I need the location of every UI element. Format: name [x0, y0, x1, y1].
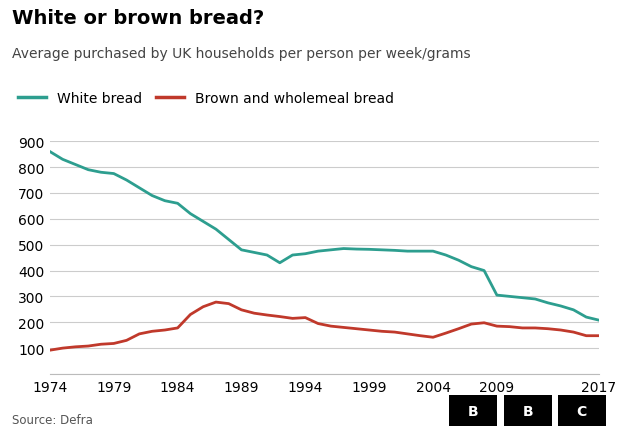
Text: B: B — [522, 404, 533, 418]
Text: B: B — [468, 404, 479, 418]
Text: Average purchased by UK households per person per week/grams: Average purchased by UK households per p… — [12, 47, 471, 61]
Bar — [504, 395, 552, 426]
Text: Source: Defra: Source: Defra — [12, 413, 94, 426]
Bar — [449, 395, 497, 426]
Text: C: C — [577, 404, 587, 418]
Text: White or brown bread?: White or brown bread? — [12, 9, 265, 28]
Legend: White bread, Brown and wholemeal bread: White bread, Brown and wholemeal bread — [12, 86, 399, 111]
Bar — [558, 395, 606, 426]
